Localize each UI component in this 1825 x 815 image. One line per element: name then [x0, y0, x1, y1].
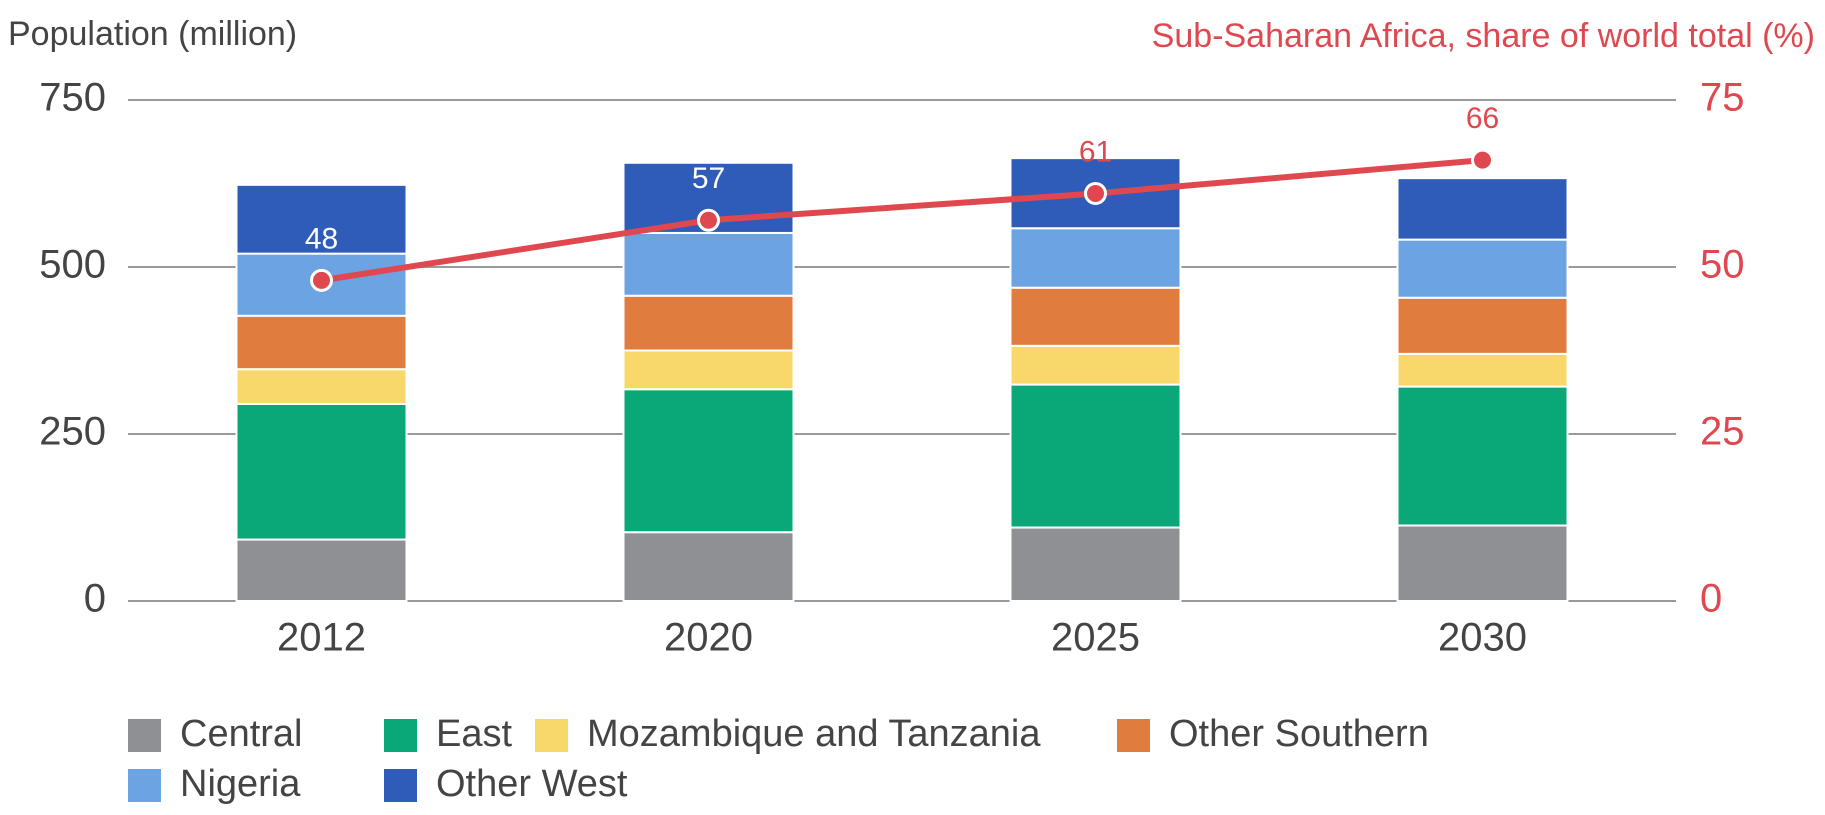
- bar-segment: [1396, 352, 1569, 388]
- bar-segment: [622, 231, 795, 297]
- legend-swatch: [128, 769, 161, 802]
- y-tick-label: 750: [39, 76, 106, 120]
- y2-tick-label: 50: [1700, 243, 1745, 287]
- bar-segment: [235, 183, 408, 255]
- y-tick-label: 500: [39, 243, 106, 287]
- x-tick-label: 2030: [1438, 616, 1527, 660]
- y2-tick-label: 75: [1700, 76, 1745, 120]
- legend-label: East: [436, 713, 512, 755]
- legend-swatch: [1117, 719, 1150, 752]
- legend-label: Mozambique and Tanzania: [587, 713, 1041, 755]
- bar-segment: [235, 368, 408, 405]
- bar-segment: [1009, 383, 1182, 529]
- y-axis-label: Population (million): [8, 15, 297, 53]
- bar-segment: [1396, 238, 1569, 299]
- bar-segment: [622, 531, 795, 602]
- bar-segment: [1009, 286, 1182, 347]
- y2-axis-label: Sub-Saharan Africa, share of world total…: [1152, 17, 1815, 55]
- x-tick-label: 2020: [664, 616, 753, 660]
- bar-segment: [235, 314, 408, 371]
- y-tick-label: 0: [84, 577, 106, 621]
- data-label: 66: [1466, 102, 1499, 135]
- legend-label: Nigeria: [180, 763, 301, 805]
- legend-swatch: [535, 719, 568, 752]
- legend-swatch: [384, 769, 417, 802]
- line: [321, 157, 1483, 284]
- line-point: [310, 268, 333, 292]
- bar-segment: [1009, 526, 1182, 603]
- legend-label: Other West: [436, 763, 628, 805]
- bar-segment: [235, 538, 408, 603]
- data-label: 48: [305, 222, 338, 255]
- bar-segment: [622, 388, 795, 534]
- legend-swatch: [384, 719, 417, 752]
- y2-tick-label: 0: [1700, 577, 1722, 621]
- bar-segment: [1396, 524, 1569, 602]
- bar-segment: [622, 294, 795, 352]
- x-tick-label: 2012: [277, 616, 366, 660]
- legend-swatch: [128, 719, 161, 752]
- bar-segment: [1396, 296, 1569, 355]
- bar-segment: [1396, 385, 1569, 527]
- legend-label: Central: [180, 713, 303, 755]
- bar-segment: [1396, 177, 1569, 241]
- data-label: 57: [692, 162, 725, 195]
- line-point: [697, 208, 720, 232]
- bar-segment: [1009, 344, 1182, 386]
- bar-segment: [235, 402, 408, 541]
- bar-segment: [622, 349, 795, 391]
- data-label: 61: [1079, 135, 1112, 168]
- legend-label: Other Southern: [1169, 713, 1429, 755]
- x-tick-label: 2025: [1051, 616, 1140, 660]
- bar-segment: [1009, 227, 1182, 289]
- y-tick-label: 250: [39, 410, 106, 454]
- y2-tick-label: 25: [1700, 410, 1745, 454]
- line-point: [1084, 182, 1107, 206]
- line-point: [1471, 148, 1494, 172]
